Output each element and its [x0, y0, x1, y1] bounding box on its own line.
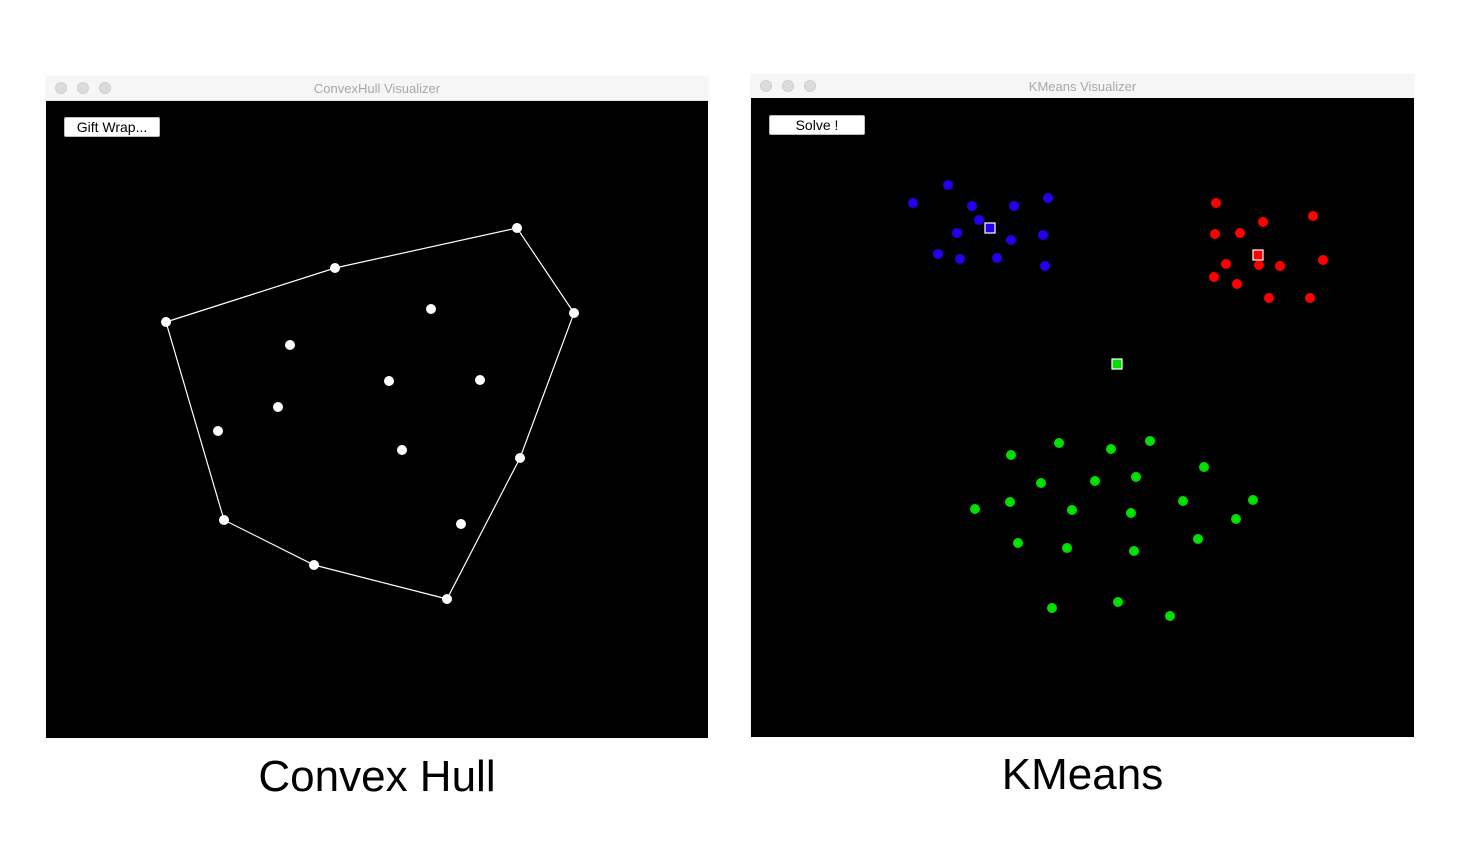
cluster-3-point — [1131, 472, 1141, 482]
cluster-2-point — [1211, 198, 1221, 208]
hull-vertex-point — [330, 263, 340, 273]
cluster-3-point — [1036, 478, 1046, 488]
convex-hull-caption: Convex Hull — [258, 752, 496, 801]
solve-button[interactable]: Solve ! — [769, 115, 865, 135]
interior-point — [384, 376, 394, 386]
cluster-1-point — [992, 253, 1002, 263]
cluster-2-point — [1258, 217, 1268, 227]
hull-vertex-point — [515, 453, 525, 463]
cluster-3-point — [1106, 444, 1116, 454]
hull-vertex-point — [219, 515, 229, 525]
cluster-3-point — [1231, 514, 1241, 524]
cluster-1-point — [952, 228, 962, 238]
cluster-1-point — [967, 201, 977, 211]
convexhull-window-title: ConvexHull Visualizer — [313, 81, 441, 96]
maximize-window-icon[interactable] — [99, 82, 111, 94]
cluster-3-point — [1113, 597, 1123, 607]
kmeans-titlebar: KMeans Visualizer — [751, 74, 1414, 99]
cluster-2-point — [1235, 228, 1245, 238]
cluster-3-point — [1054, 438, 1064, 448]
cluster-3-point — [1006, 450, 1016, 460]
cluster-2-point — [1254, 260, 1264, 270]
kmeans-drawing — [908, 180, 1328, 621]
cluster-3-point — [1067, 505, 1077, 515]
cluster-3-point — [1129, 546, 1139, 556]
cluster-2-point — [1308, 211, 1318, 221]
cluster-2-point — [1209, 272, 1219, 282]
maximize-window-icon[interactable] — [804, 80, 816, 92]
cluster-2-centroid — [1252, 249, 1264, 261]
cluster-1-point — [908, 198, 918, 208]
cluster-3-point — [1062, 543, 1072, 553]
convexhull-window: ConvexHull Visualizer Gift Wrap... — [46, 76, 708, 738]
kmeans-caption: KMeans — [1001, 750, 1164, 799]
hull-vertex-point — [569, 308, 579, 318]
cluster-3-point — [1193, 534, 1203, 544]
cluster-3-point — [1199, 462, 1209, 472]
cluster-1-point — [1038, 230, 1048, 240]
cluster-3-point — [1126, 508, 1136, 518]
minimize-window-icon[interactable] — [77, 82, 89, 94]
kmeans-canvas[interactable]: Solve ! — [751, 98, 1414, 737]
cluster-1-point — [974, 215, 984, 225]
interior-point — [213, 426, 223, 436]
cluster-1-point — [943, 180, 953, 190]
cluster-3-centroid — [1111, 358, 1123, 370]
hull-vertex-point — [512, 223, 522, 233]
hull-vertex-point — [161, 317, 171, 327]
cluster-2-point — [1318, 255, 1328, 265]
hull-vertex-point — [442, 594, 452, 604]
cluster-3-point — [1178, 496, 1188, 506]
convexhull-titlebar: ConvexHull Visualizer — [46, 76, 708, 101]
cluster-3-point — [1013, 538, 1023, 548]
kmeans-window: KMeans Visualizer Solve ! — [751, 74, 1414, 737]
cluster-2-point — [1264, 293, 1274, 303]
cluster-2-point — [1210, 229, 1220, 239]
cluster-3-point — [1145, 436, 1155, 446]
cluster-2-point — [1232, 279, 1242, 289]
cluster-3-point — [1248, 495, 1258, 505]
close-window-icon[interactable] — [760, 80, 772, 92]
minimize-window-icon[interactable] — [782, 80, 794, 92]
cluster-1-point — [933, 249, 943, 259]
cluster-1-point — [1040, 261, 1050, 271]
cluster-3-point — [1047, 603, 1057, 613]
convexhull-canvas[interactable]: Gift Wrap... — [46, 101, 708, 738]
cluster-3-point — [1005, 497, 1015, 507]
gift-wrap-button[interactable]: Gift Wrap... — [64, 117, 160, 137]
close-window-icon[interactable] — [55, 82, 67, 94]
cluster-3-point — [1090, 476, 1100, 486]
interior-point — [285, 340, 295, 350]
cluster-3-point — [970, 504, 980, 514]
cluster-3-point — [1165, 611, 1175, 621]
cluster-1-point — [1006, 235, 1016, 245]
cluster-1-point — [1009, 201, 1019, 211]
hull-vertex-point — [309, 560, 319, 570]
cluster-2-point — [1305, 293, 1315, 303]
interior-point — [397, 445, 407, 455]
kmeans-window-title: KMeans Visualizer — [1028, 79, 1137, 94]
cluster-1-point — [1043, 193, 1053, 203]
interior-point — [426, 304, 436, 314]
interior-point — [456, 519, 466, 529]
cluster-1-point — [955, 254, 965, 264]
convexhull-drawing — [161, 223, 579, 604]
interior-point — [273, 402, 283, 412]
cluster-2-point — [1221, 259, 1231, 269]
cluster-1-centroid — [984, 222, 996, 234]
interior-point — [475, 375, 485, 385]
cluster-2-point — [1275, 261, 1285, 271]
hull-polygon — [165, 227, 575, 600]
